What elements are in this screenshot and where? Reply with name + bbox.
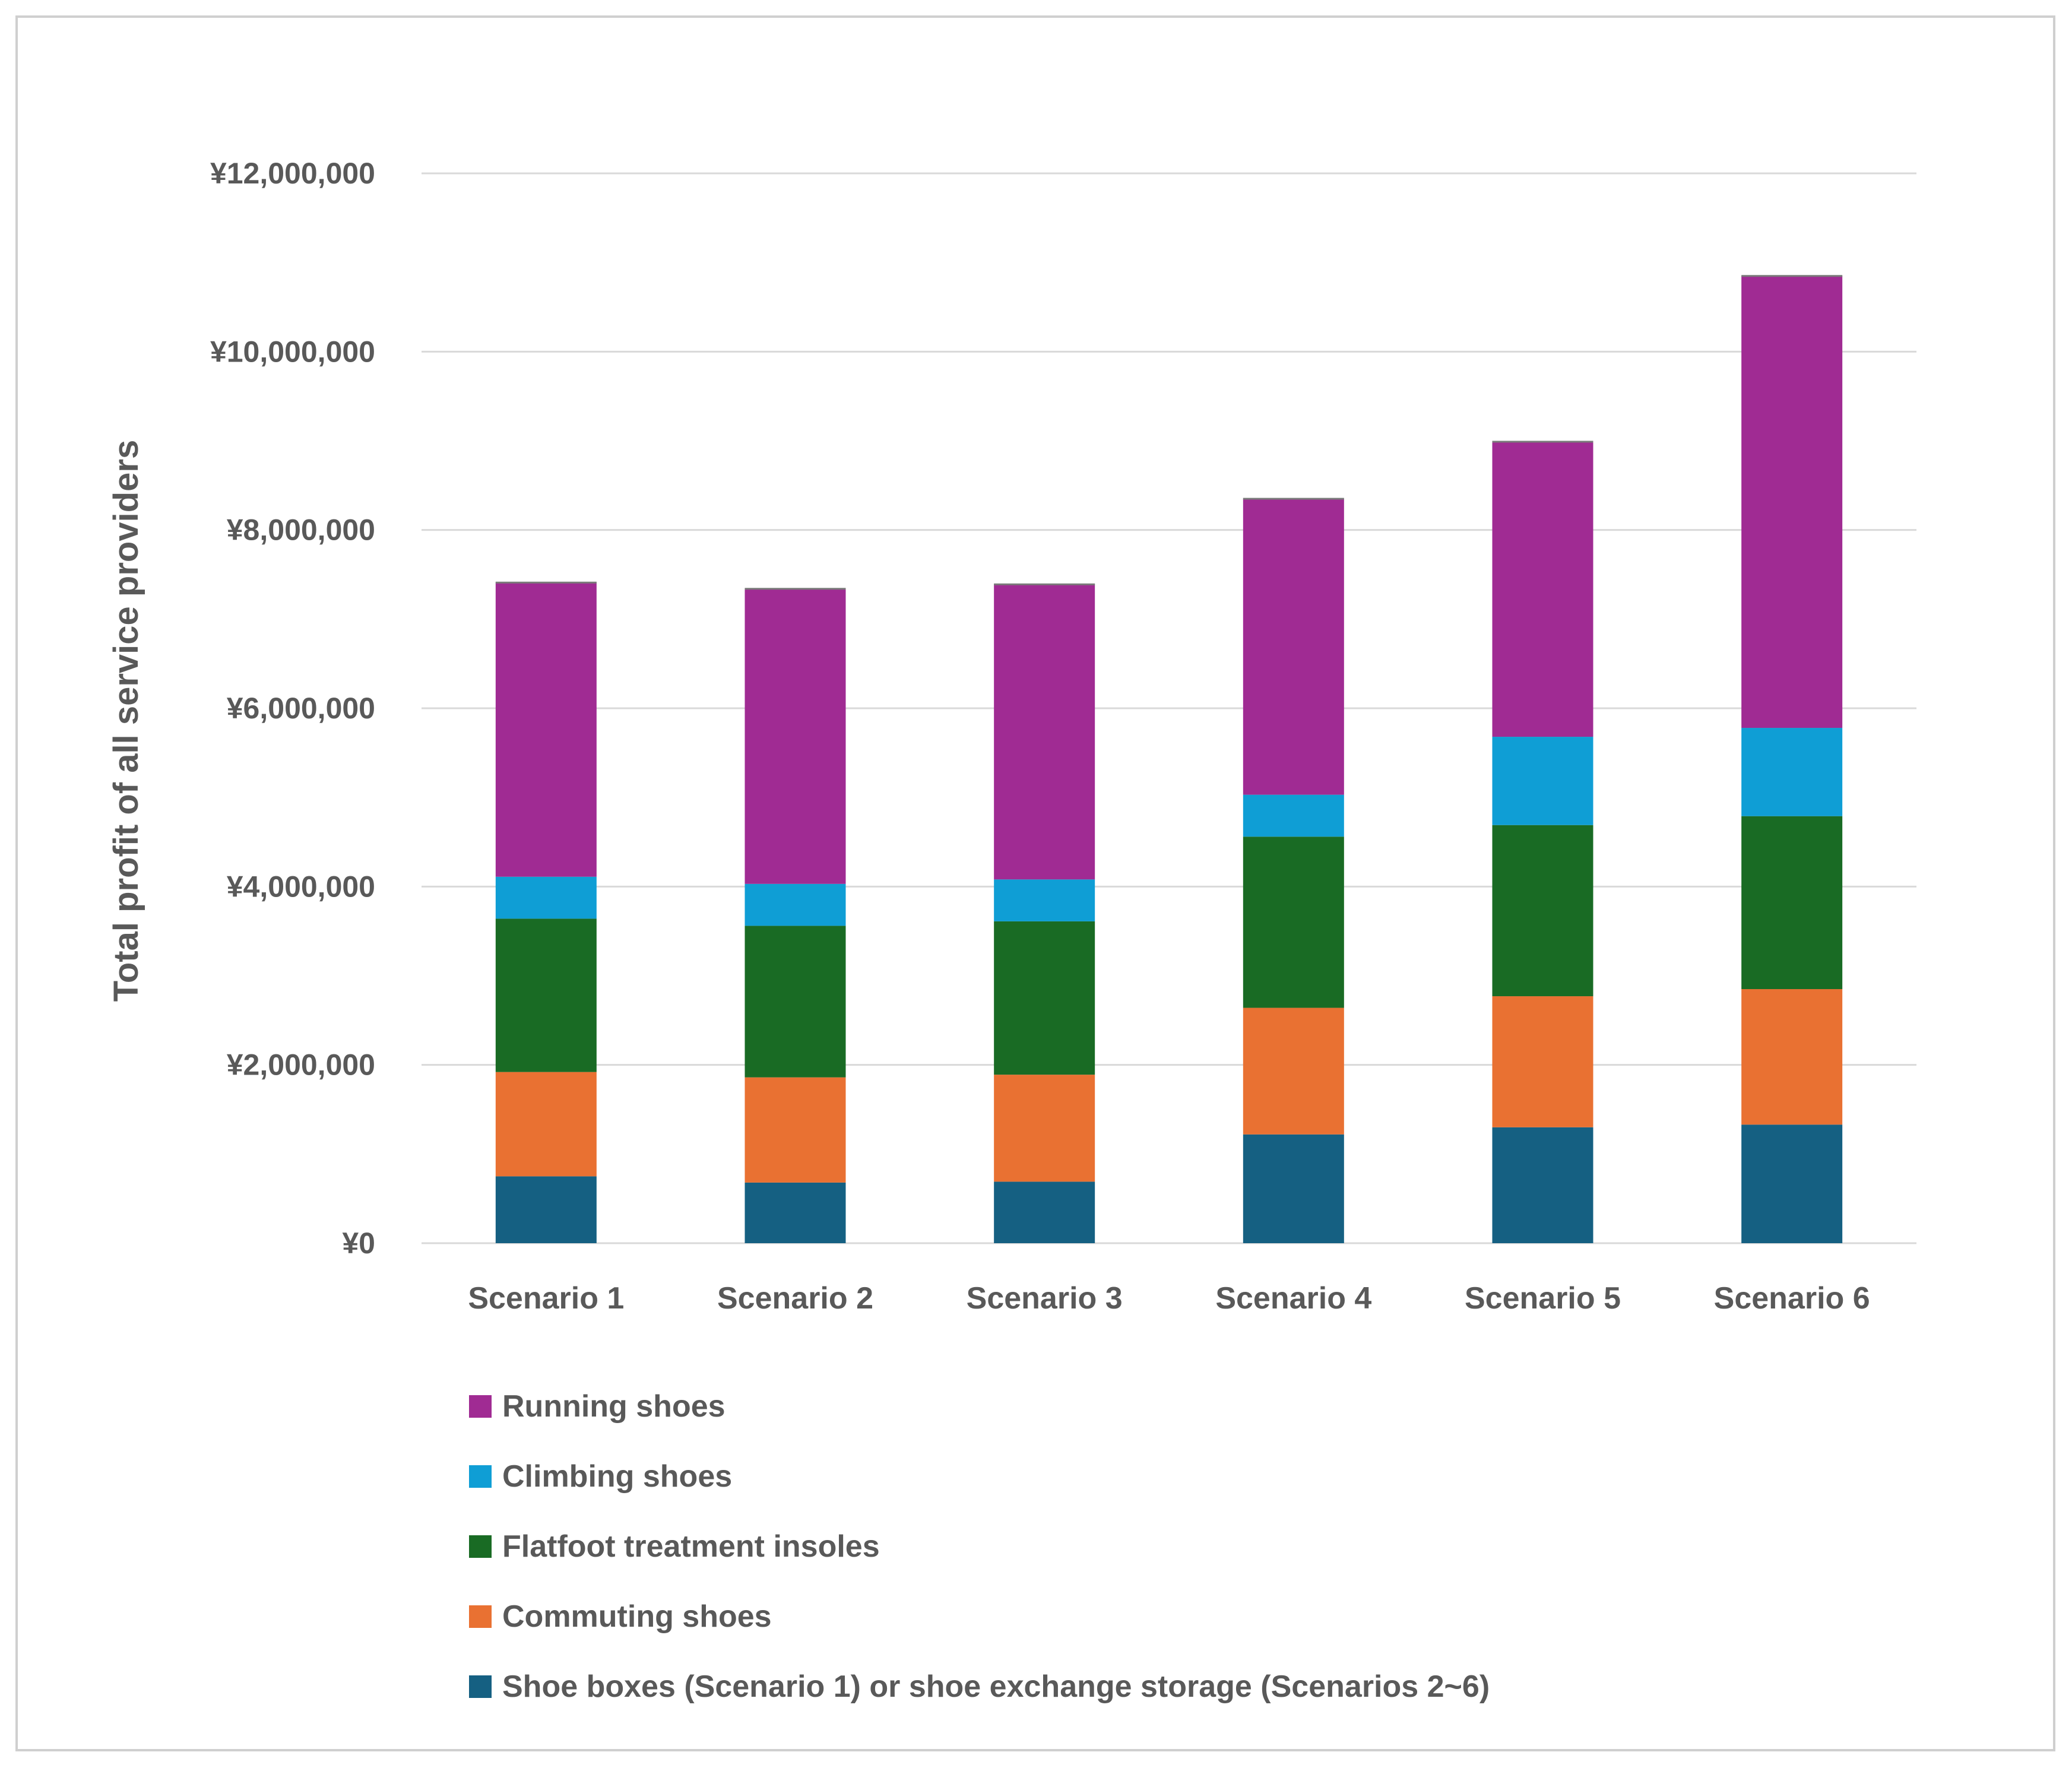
bar-segment (744, 926, 846, 1078)
bar-segment (994, 1075, 1095, 1182)
bar-segment (1741, 1124, 1843, 1243)
chart-frame (15, 15, 2055, 1751)
bar-segment (994, 584, 1095, 880)
bar-segment (1243, 837, 1344, 1008)
legend-swatch (469, 1605, 492, 1628)
bar-segment (495, 876, 597, 919)
legend-label: Commuting shoes (502, 1599, 772, 1634)
legend-label: Climbing shoes (502, 1459, 733, 1494)
bar-segment (994, 921, 1095, 1075)
y-tick-label: ¥10,000,000 (210, 335, 375, 368)
legend: Running shoes Climbing shoes Flatfoot trea… (469, 1371, 1490, 1722)
y-tick-label: ¥6,000,000 (227, 692, 375, 725)
bar-segment (1492, 442, 1593, 737)
y-axis-title: Total profit of all service providers (107, 440, 145, 1002)
y-tick-label: ¥2,000,000 (227, 1048, 375, 1082)
bar-segment (495, 1072, 597, 1177)
legend-swatch (469, 1395, 492, 1418)
legend-item: Climbing shoes (469, 1441, 1490, 1512)
bar-segment (744, 588, 846, 884)
bars (495, 275, 1843, 1243)
bar-segment (994, 1181, 1095, 1243)
x-category-label: Scenario 3 (967, 1281, 1123, 1316)
bar-segment (1243, 794, 1344, 837)
x-category-label: Scenario 6 (1714, 1281, 1870, 1316)
legend-swatch (469, 1465, 492, 1488)
legend-swatch (469, 1535, 492, 1558)
bar-segment (495, 582, 597, 877)
bar-segment (1741, 728, 1843, 816)
y-tick-label: ¥8,000,000 (227, 514, 375, 547)
bar-segment (744, 883, 846, 926)
bar-segment (1243, 499, 1344, 795)
y-tick-label: ¥0 (342, 1227, 375, 1260)
bar-segment (495, 1176, 597, 1243)
bar-segment (1741, 816, 1843, 990)
gridlines (422, 172, 1916, 1244)
legend-item: Commuting shoes (469, 1582, 1490, 1652)
y-axis-tick-labels: ¥0 ¥2,000,000 ¥4,000,000 ¥6,000,000 ¥8,000,0… (210, 157, 375, 1260)
legend-label: Flatfoot treatment insoles (502, 1529, 880, 1564)
legend-item: Shoe boxes (Scenario 1) or shoe exchange… (469, 1652, 1490, 1722)
legend-label: Running shoes (502, 1389, 725, 1424)
x-axis-category-labels: Scenario 1 Scenario 2 Scenario 3 Scenario 4… (468, 1281, 1870, 1316)
bar-segment (1492, 825, 1593, 997)
y-tick-label: ¥12,000,000 (210, 157, 375, 190)
legend-item: Running shoes (469, 1371, 1490, 1441)
bar-segment (994, 879, 1095, 921)
legend-label: Shoe boxes (Scenario 1) or shoe exchange… (502, 1669, 1490, 1704)
legend-item: Flatfoot treatment insoles (469, 1512, 1490, 1582)
bar-segment (1741, 275, 1843, 728)
bar-segment (1243, 1134, 1344, 1243)
bar-segment (744, 1182, 846, 1243)
y-tick-label: ¥4,000,000 (227, 870, 375, 903)
legend-swatch (469, 1675, 492, 1698)
x-category-label: Scenario 4 (1215, 1281, 1371, 1316)
bar-segment (1492, 996, 1593, 1127)
x-category-label: Scenario 1 (468, 1281, 624, 1316)
bar-segment (495, 918, 597, 1072)
bar-segment (1492, 1127, 1593, 1243)
bar-segment (1492, 737, 1593, 825)
x-category-label: Scenario 2 (717, 1281, 873, 1316)
x-category-label: Scenario 5 (1465, 1281, 1621, 1316)
bar-segment (1243, 1007, 1344, 1135)
bar-segment (744, 1077, 846, 1183)
bar-segment (1741, 989, 1843, 1125)
